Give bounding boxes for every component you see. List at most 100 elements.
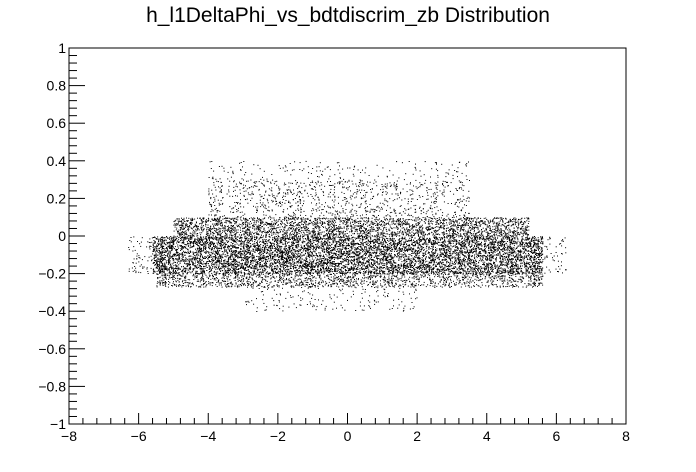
data-point bbox=[298, 246, 300, 248]
data-point bbox=[283, 240, 285, 241]
data-point bbox=[429, 267, 431, 269]
data-point bbox=[299, 249, 301, 251]
data-point bbox=[476, 257, 478, 259]
data-point bbox=[497, 269, 499, 271]
data-point bbox=[444, 272, 445, 274]
data-point bbox=[284, 253, 286, 255]
data-point bbox=[381, 244, 383, 246]
data-point bbox=[261, 260, 263, 262]
data-point bbox=[212, 250, 214, 252]
data-point bbox=[492, 253, 494, 255]
data-point bbox=[353, 251, 355, 253]
data-point bbox=[286, 255, 288, 257]
data-point bbox=[259, 256, 261, 258]
data-point bbox=[491, 271, 493, 272]
data-point bbox=[195, 252, 197, 253]
data-point bbox=[471, 259, 472, 261]
data-point bbox=[520, 265, 521, 267]
data-point bbox=[254, 260, 256, 262]
data-point bbox=[533, 239, 535, 241]
data-point bbox=[320, 268, 322, 270]
data-point bbox=[171, 242, 173, 244]
data-point bbox=[487, 238, 489, 240]
data-point bbox=[380, 253, 382, 255]
data-point bbox=[385, 266, 387, 268]
data-point bbox=[461, 236, 463, 238]
data-point bbox=[511, 253, 513, 254]
data-point bbox=[483, 251, 485, 253]
data-point bbox=[410, 238, 412, 240]
data-point bbox=[225, 245, 227, 247]
data-point bbox=[539, 266, 541, 268]
data-point bbox=[360, 241, 362, 243]
data-point bbox=[354, 243, 356, 244]
data-point bbox=[177, 260, 179, 262]
data-point bbox=[249, 256, 251, 258]
data-point bbox=[203, 258, 204, 259]
data-point bbox=[419, 238, 421, 240]
data-point bbox=[201, 238, 203, 240]
data-point bbox=[485, 246, 487, 248]
data-point bbox=[366, 270, 368, 272]
data-point bbox=[251, 237, 252, 239]
data-point bbox=[252, 257, 254, 259]
data-point bbox=[152, 243, 154, 245]
data-point bbox=[278, 252, 280, 254]
data-point bbox=[265, 261, 267, 263]
data-point bbox=[366, 257, 368, 259]
data-point bbox=[452, 252, 454, 254]
data-point bbox=[223, 246, 224, 248]
data-point bbox=[269, 254, 271, 256]
data-point bbox=[377, 263, 379, 265]
data-point bbox=[414, 260, 416, 262]
data-point bbox=[313, 259, 315, 261]
data-point bbox=[434, 266, 436, 268]
data-point bbox=[422, 236, 424, 238]
data-point bbox=[433, 255, 435, 257]
data-point bbox=[166, 236, 167, 237]
data-point bbox=[323, 247, 325, 249]
data-point bbox=[398, 247, 400, 248]
data-point bbox=[408, 249, 410, 251]
data-point bbox=[163, 249, 165, 251]
data-point bbox=[376, 256, 378, 258]
data-point bbox=[265, 273, 267, 275]
data-point bbox=[501, 263, 503, 265]
data-point bbox=[498, 253, 499, 255]
data-point bbox=[244, 240, 246, 242]
data-point bbox=[223, 245, 225, 247]
data-point bbox=[529, 241, 531, 243]
data-point bbox=[506, 241, 508, 242]
data-point bbox=[227, 259, 229, 261]
data-point bbox=[251, 240, 253, 242]
data-point bbox=[220, 238, 222, 240]
data-point bbox=[186, 238, 188, 240]
data-point bbox=[426, 249, 428, 251]
data-point bbox=[427, 243, 429, 245]
data-point bbox=[165, 266, 166, 268]
data-point bbox=[476, 255, 478, 257]
data-point bbox=[419, 267, 421, 269]
data-point bbox=[410, 249, 412, 250]
data-point bbox=[517, 245, 519, 247]
data-point bbox=[224, 272, 226, 274]
data-point bbox=[332, 250, 333, 252]
data-point bbox=[221, 263, 222, 265]
data-point bbox=[370, 238, 372, 240]
data-point bbox=[281, 239, 283, 241]
data-point bbox=[271, 266, 273, 268]
data-point bbox=[269, 252, 271, 254]
data-point bbox=[271, 257, 273, 259]
data-point bbox=[174, 272, 176, 274]
data-point bbox=[480, 269, 482, 271]
data-point bbox=[291, 257, 293, 259]
data-point bbox=[368, 272, 369, 274]
data-point bbox=[497, 268, 499, 270]
data-point bbox=[153, 240, 155, 241]
data-point bbox=[503, 271, 505, 273]
data-point bbox=[388, 267, 390, 268]
data-point bbox=[237, 261, 239, 263]
data-point bbox=[311, 255, 312, 257]
data-point bbox=[388, 259, 390, 260]
